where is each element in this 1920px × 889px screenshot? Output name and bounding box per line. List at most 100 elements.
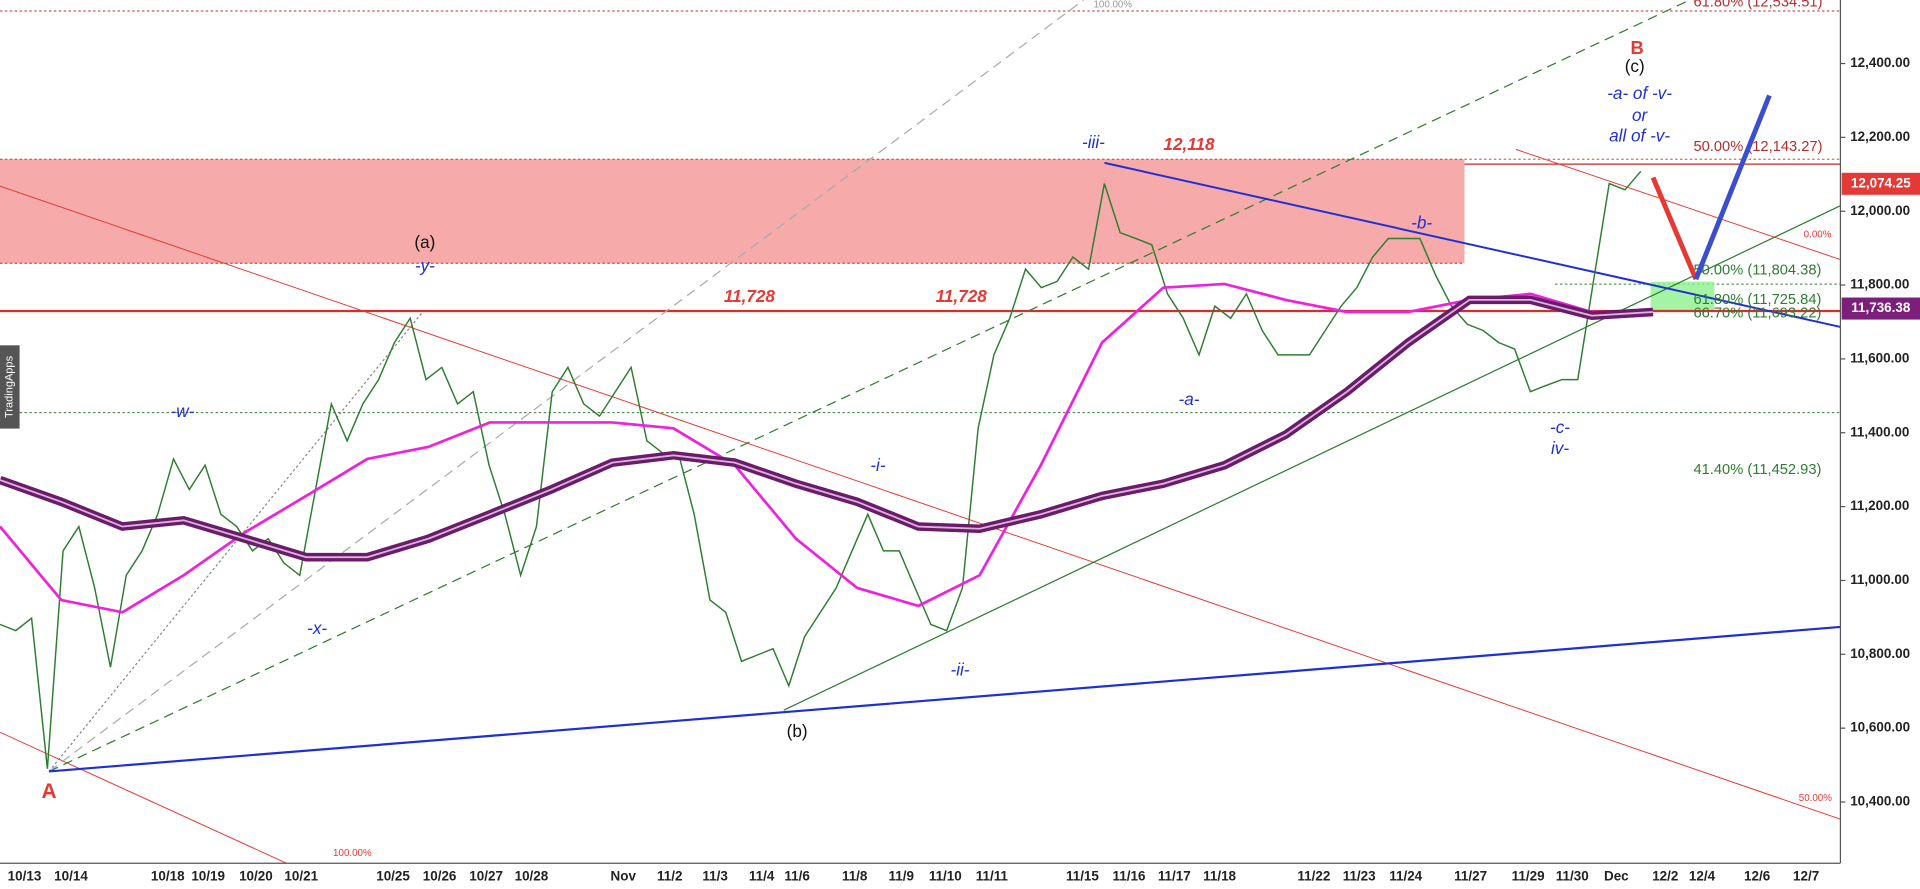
- x-tick-label: 11/23: [1343, 868, 1376, 883]
- x-tick-label: 11/3: [702, 868, 727, 883]
- annotation: -i-: [870, 455, 886, 475]
- annotation: (b): [787, 721, 808, 741]
- x-tick-label: Dec: [1604, 868, 1629, 883]
- annotation: -y-: [415, 255, 435, 275]
- trend-line: [1104, 161, 1841, 328]
- x-tick-label: Nov: [611, 868, 637, 883]
- x-tick-label: 11/17: [1158, 868, 1191, 883]
- x-tick-label: 11/6: [784, 868, 809, 883]
- annotation: or: [1632, 105, 1649, 125]
- y-tick-label: 11,800.00: [1850, 277, 1909, 292]
- channel-line: [783, 205, 1841, 711]
- x-tick-label: 11/22: [1297, 868, 1330, 883]
- price-label: 12,074.25: [1851, 175, 1911, 190]
- annotation: -a- of -v-: [1607, 83, 1672, 103]
- annotation: (c): [1625, 56, 1645, 76]
- annotation: iv-: [1551, 438, 1569, 458]
- price-axis: [1840, 0, 1920, 889]
- fib-ray: [48, 0, 1085, 772]
- annotation: 100.00%: [1093, 0, 1132, 10]
- annotation: all of -v-: [1609, 126, 1670, 146]
- price-label-box: [1841, 297, 1920, 320]
- annotation: -c-: [1550, 417, 1570, 437]
- annotation: 11,728: [724, 286, 776, 306]
- y-tick-label: 12,400.00: [1850, 55, 1910, 70]
- x-tick-label: 11/11: [976, 868, 1009, 883]
- annotation: 66.70% (11,693.22): [1693, 305, 1821, 321]
- drawings: [0, 0, 1841, 889]
- fib-ray: [48, 311, 423, 772]
- x-tick-label: 10/14: [54, 868, 88, 883]
- y-tick-label: 11,200.00: [1850, 498, 1909, 513]
- y-tick-label: 11,400.00: [1850, 424, 1909, 439]
- annotation: -b-: [1411, 213, 1432, 233]
- trend-line: [48, 625, 1841, 773]
- x-tick-label: 11/9: [888, 868, 913, 883]
- y-tick-label: 11,600.00: [1850, 350, 1909, 365]
- moving-average: [0, 282, 1654, 614]
- x-tick-label: 10/25: [376, 868, 410, 883]
- x-tick-label: 10/26: [423, 868, 457, 883]
- annotation: 50.00%: [1799, 793, 1832, 804]
- price-label-box: [1841, 172, 1920, 195]
- x-tick-label: 10/27: [469, 868, 503, 883]
- annotation: 41.40% (11,452.93): [1693, 462, 1821, 478]
- x-tick-label: 12/2: [1652, 868, 1678, 883]
- y-tick-label: 10,800.00: [1850, 646, 1910, 661]
- annotation: 61.80% (12,534.51): [1693, 0, 1822, 10]
- x-tick-label: 11/4: [749, 868, 775, 883]
- annotation: A: [41, 780, 56, 803]
- y-tick-label: 10,400.00: [1850, 794, 1910, 809]
- watermark-box: [0, 345, 20, 429]
- trend-line: [1515, 148, 1841, 261]
- channel-line: [48, 0, 1691, 773]
- arrow-down: [1650, 176, 1699, 281]
- y-tick-label: 12,000.00: [1850, 203, 1910, 218]
- annotation: 12,118: [1163, 134, 1215, 154]
- annotation: 11,728: [936, 286, 988, 306]
- annotation: 61.80% (11,725.84): [1693, 292, 1821, 308]
- annotation: 100.00%: [333, 848, 372, 859]
- x-tick-label: 11/16: [1113, 868, 1146, 883]
- annotation: -ii-: [950, 660, 969, 680]
- annotation: 0.00%: [1804, 230, 1832, 241]
- x-tick-label: 10/19: [191, 868, 225, 883]
- x-tick-label: 12/6: [1744, 868, 1770, 883]
- y-tick-label: 10,600.00: [1850, 720, 1910, 735]
- x-tick-label: 11/2: [657, 868, 682, 883]
- x-tick-label: 10/28: [515, 868, 549, 883]
- x-tick-label: 10/21: [284, 868, 318, 883]
- x-tick-label: 11/24: [1389, 868, 1422, 883]
- annotation: B: [1631, 37, 1644, 58]
- x-tick-label: 10/13: [8, 868, 42, 883]
- x-tick-label: 11/27: [1454, 868, 1487, 883]
- x-tick-label: 10/20: [239, 868, 273, 883]
- y-tick-label: 11,000.00: [1850, 572, 1909, 587]
- x-tick-label: 11/8: [842, 868, 868, 883]
- x-tick-label: 12/7: [1793, 868, 1819, 883]
- annotation: -iii-: [1082, 132, 1105, 152]
- time-axis: [0, 863, 1920, 889]
- annotation: -a-: [1179, 389, 1200, 409]
- x-tick-label: 11/10: [929, 868, 962, 883]
- annotation: 50.00% (12,143.27): [1693, 139, 1822, 155]
- axes: 10,400.00 10,600.00 10,800.00 11,000.00 11,2…: [8, 55, 1920, 883]
- x-tick-label: 11/30: [1556, 868, 1589, 883]
- watermark: TradingApps: [4, 355, 16, 418]
- annotation: 50.00% (11,804.38): [1693, 262, 1821, 278]
- annotation: (a): [414, 232, 435, 252]
- resistance-zone: [0, 159, 1465, 264]
- arrow-up: [1693, 94, 1772, 281]
- x-tick-label: 12/4: [1689, 868, 1716, 883]
- moving-average-band: [0, 295, 1654, 562]
- y-tick-label: 12,200.00: [1850, 129, 1910, 144]
- annotation: -w-: [171, 401, 195, 421]
- x-tick-label: 10/18: [151, 868, 185, 883]
- projection: [1650, 94, 1772, 281]
- x-tick-label: 11/18: [1203, 868, 1236, 883]
- price-label: 11,736.38: [1851, 300, 1911, 315]
- x-tick-label: 11/29: [1512, 868, 1545, 883]
- moving-average-inner: [0, 298, 1654, 559]
